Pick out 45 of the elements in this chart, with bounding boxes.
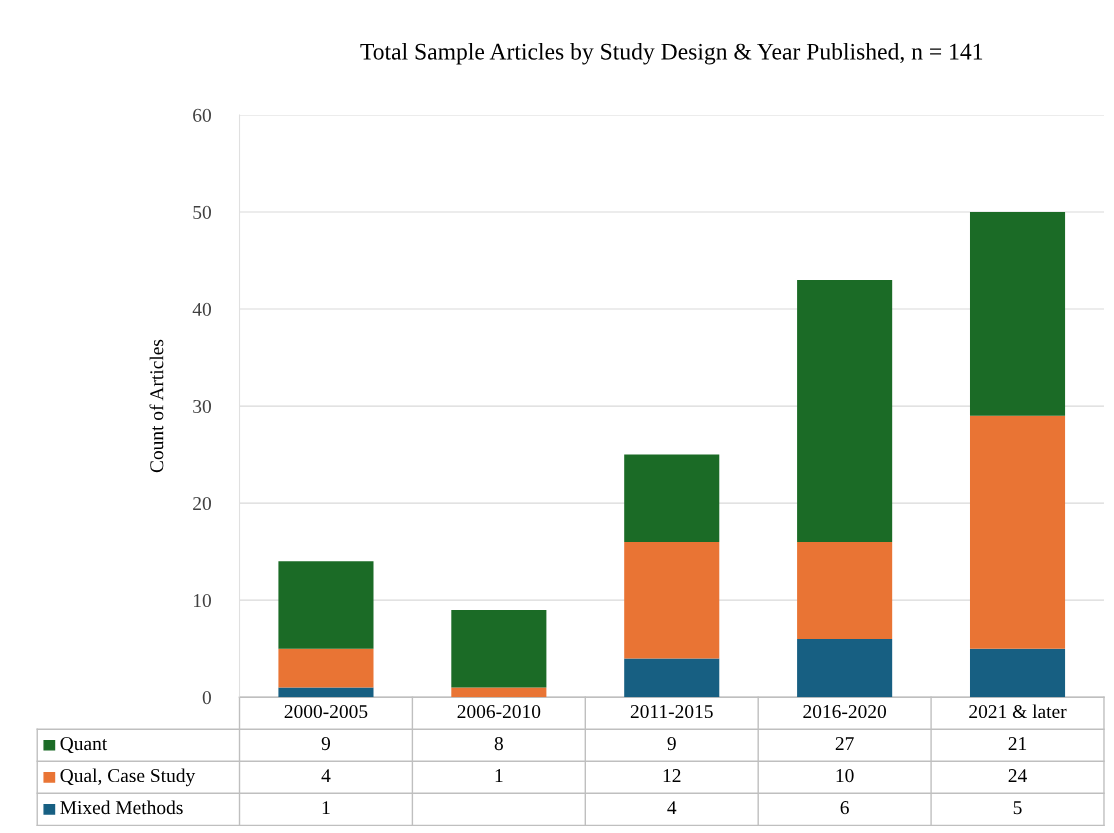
bar	[451, 609, 547, 688]
data-label: 5	[1013, 801, 1022, 815]
bar	[969, 415, 1066, 649]
data-label: 21	[1008, 737, 1027, 750]
bar	[624, 658, 720, 698]
bar	[797, 541, 893, 639]
data-label: 9	[321, 737, 331, 751]
data-label: 10	[836, 769, 854, 783]
x-tick-label: 2021 & later	[969, 704, 1067, 719]
data-label: 9	[667, 737, 676, 751]
y-tick-label: 60	[193, 108, 211, 122]
y-tick-label: 0	[202, 691, 211, 705]
data-label: 8	[494, 737, 503, 751]
bar	[969, 212, 1066, 416]
y-axis-title: Count of Articles	[149, 339, 164, 473]
bar	[969, 648, 1066, 698]
y-tick-label: 50	[193, 205, 211, 219]
bar	[624, 454, 720, 542]
legend-label: Mixed Methods	[60, 800, 183, 815]
x-tick-label: 2016-2020	[803, 704, 887, 719]
data-label: 4	[667, 801, 677, 814]
data-label: 27	[835, 737, 854, 750]
x-tick-label: 2000-2005	[284, 704, 368, 719]
y-tick-label: 40	[192, 302, 211, 316]
data-label: 1	[322, 801, 330, 814]
x-tick-label: 2011-2015	[630, 704, 713, 719]
bar	[278, 687, 374, 698]
bar	[278, 561, 374, 649]
bar	[451, 687, 547, 698]
bar	[797, 279, 893, 542]
y-tick-label: 20	[193, 496, 211, 511]
y-tick-label: 30	[193, 399, 211, 414]
chart-title: Total Sample Articles by Study Design & Year Published, n = 141	[360, 43, 983, 65]
y-tick-label: 10	[194, 593, 211, 608]
legend-label: Qual, Case Study	[60, 768, 196, 787]
bar	[797, 638, 893, 698]
data-label: 1	[495, 769, 503, 782]
data-label: 4	[321, 769, 331, 782]
data-label: 24	[1008, 769, 1027, 782]
x-tick-label: 2006-2010	[457, 704, 541, 719]
data-label: 12	[663, 769, 681, 782]
bar	[278, 648, 374, 688]
legend-label: Quant	[60, 737, 108, 754]
bar	[624, 541, 720, 659]
data-label: 6	[840, 801, 849, 815]
